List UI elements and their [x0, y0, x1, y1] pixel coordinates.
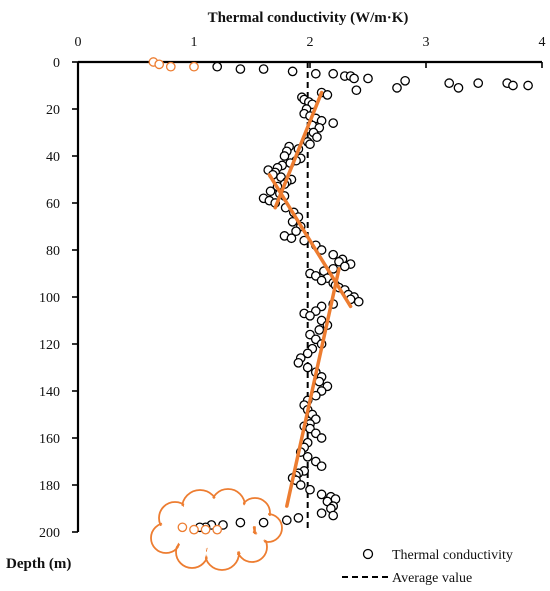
data-point	[165, 61, 176, 72]
data-point	[328, 510, 339, 521]
data-point	[305, 310, 315, 321]
data-points-layer	[148, 57, 533, 535]
data-point	[302, 348, 313, 359]
data-point	[265, 186, 276, 197]
data-point	[293, 357, 304, 368]
data-point	[328, 118, 339, 128]
data-point	[363, 73, 373, 84]
y-tick-label: 60	[46, 197, 60, 212]
trend-line	[267, 173, 353, 309]
data-point	[189, 61, 199, 72]
x-tick-label: 2	[307, 35, 314, 50]
data-point	[392, 83, 402, 93]
y-tick-label: 0	[53, 56, 60, 71]
data-point	[286, 233, 297, 244]
data-point	[291, 226, 301, 237]
x-tick-label: 3	[423, 35, 430, 50]
data-point	[353, 296, 364, 307]
y-tick-label: 40	[46, 150, 60, 165]
data-point	[314, 325, 325, 335]
legend-circle-icon	[362, 548, 374, 560]
x-axis-title: Thermal conductivity (W/m·K)	[208, 10, 409, 26]
legend-label-average-value: Average value	[392, 571, 472, 586]
data-point	[316, 275, 327, 286]
data-point	[235, 517, 246, 528]
data-point	[523, 80, 533, 91]
y-tick-label: 140	[39, 385, 60, 400]
data-point	[316, 461, 327, 472]
data-point	[316, 508, 327, 519]
data-point	[279, 151, 290, 161]
data-point	[316, 489, 327, 500]
x-tick-label: 0	[75, 35, 82, 50]
data-point	[312, 132, 322, 143]
data-point	[316, 433, 327, 443]
y-tick-label: 120	[39, 338, 60, 353]
legend-label-thermal-conductivity: Thermal conductivity	[392, 548, 513, 563]
data-point	[189, 524, 199, 535]
y-tick-label: 100	[39, 291, 60, 306]
data-point	[305, 139, 315, 150]
y-tick-label: 20	[46, 103, 60, 118]
data-point	[473, 78, 484, 89]
data-point	[154, 59, 165, 70]
y-tick-label: 160	[39, 432, 60, 447]
x-tick-label: 4	[539, 35, 546, 50]
data-point	[349, 73, 359, 84]
data-point	[287, 66, 298, 77]
data-point	[339, 261, 350, 272]
y-axis-title: Depth (m)	[6, 556, 71, 572]
data-point	[293, 513, 304, 523]
y-tick-label: 180	[39, 479, 60, 494]
x-tick-label: 1	[191, 35, 198, 50]
data-point	[508, 80, 518, 91]
data-point	[444, 78, 455, 89]
trend-lines-layer	[267, 90, 353, 508]
data-point	[302, 451, 313, 462]
data-point	[351, 85, 362, 96]
data-point	[453, 83, 464, 93]
data-point	[258, 517, 269, 528]
data-point	[235, 64, 246, 74]
data-point	[295, 480, 306, 490]
y-tick-label: 80	[46, 244, 60, 259]
legend: Thermal conductivity Average value	[342, 548, 513, 586]
data-point	[310, 68, 321, 79]
trend-line	[285, 267, 341, 508]
data-point	[305, 484, 315, 495]
data-point	[177, 522, 188, 533]
data-point	[212, 524, 223, 535]
data-point	[328, 249, 339, 260]
data-point	[400, 75, 410, 86]
data-point	[212, 61, 223, 72]
data-point	[328, 68, 339, 79]
data-point	[258, 64, 269, 74]
labels-layer: Thermal conductivity (W/m·K) Depth (m) 0…	[6, 10, 546, 572]
y-tick-label: 200	[39, 526, 60, 541]
cloud-fill	[152, 524, 180, 552]
trend-line	[273, 90, 324, 210]
data-point	[322, 90, 333, 100]
data-point	[281, 515, 292, 526]
data-point	[302, 362, 313, 373]
data-point	[200, 524, 211, 535]
